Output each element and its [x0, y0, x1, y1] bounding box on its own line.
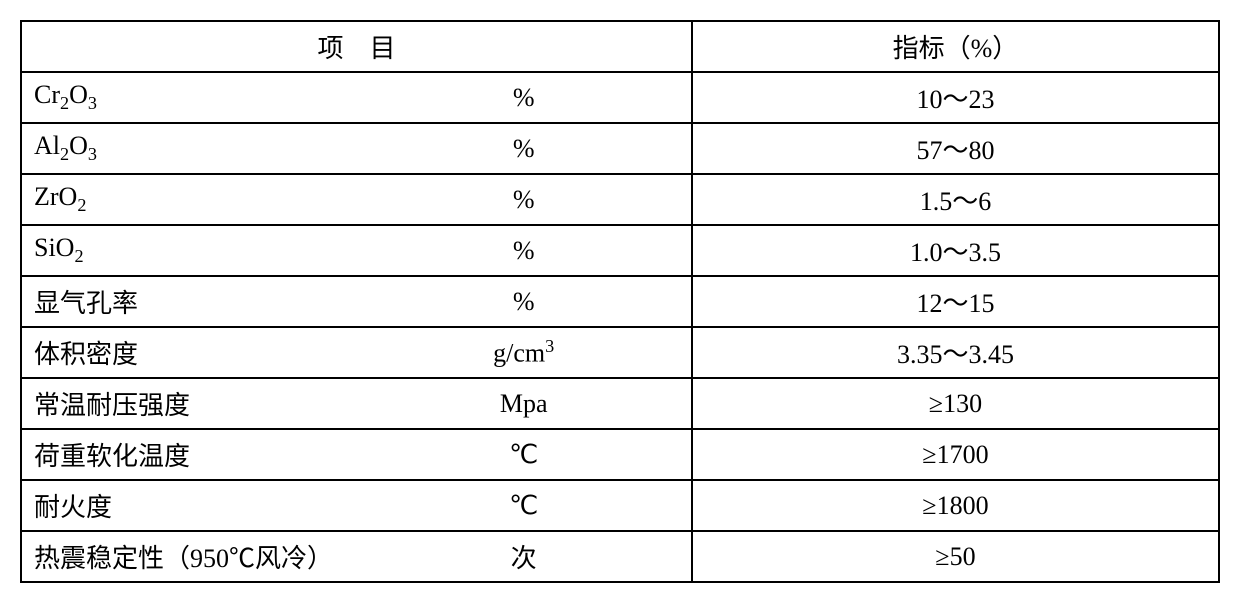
table-row: 常温耐压强度 Mpa ≥130: [21, 378, 1219, 429]
cell-item-unit: g/cm3: [356, 327, 691, 378]
cell-item-unit: 次: [356, 531, 691, 582]
cell-item-name: 显气孔率: [21, 276, 356, 327]
table-row: SiO2 % 1.0～3.5: [21, 225, 1219, 276]
cell-item-name: 体积密度: [21, 327, 356, 378]
cell-value: 10～23: [692, 72, 1219, 123]
cell-item-name: SiO2: [21, 225, 356, 276]
cell-item-name: Cr2O3: [21, 72, 356, 123]
cell-value: 57～80: [692, 123, 1219, 174]
cell-value: ≥50: [692, 531, 1219, 582]
cell-item-name: ZrO2: [21, 174, 356, 225]
cell-value: ≥1800: [692, 480, 1219, 531]
cell-item-name: Al2O3: [21, 123, 356, 174]
cell-value: ≥1700: [692, 429, 1219, 480]
table-header-row: 项 目 指标（%）: [21, 21, 1219, 72]
header-item-column: 项 目: [21, 21, 692, 72]
cell-item-name: 常温耐压强度: [21, 378, 356, 429]
table-row: ZrO2 % 1.5～6: [21, 174, 1219, 225]
cell-item-unit: %: [356, 174, 691, 225]
material-spec-table: 项 目 指标（%） Cr2O3 % 10～23 Al2O3 % 57～80 Zr…: [20, 20, 1220, 583]
cell-value: 1.5～6: [692, 174, 1219, 225]
header-item-label: 项 目: [317, 34, 395, 63]
table-row: 体积密度 g/cm3 3.35～3.45: [21, 327, 1219, 378]
cell-item-name: 荷重软化温度: [21, 429, 356, 480]
table-row: 显气孔率 % 12～15: [21, 276, 1219, 327]
header-value-column: 指标（%）: [692, 21, 1219, 72]
table-row: 荷重软化温度 ℃ ≥1700: [21, 429, 1219, 480]
cell-item-unit: ℃: [356, 429, 691, 480]
cell-value: 1.0～3.5: [692, 225, 1219, 276]
material-spec-table-container: 项 目 指标（%） Cr2O3 % 10～23 Al2O3 % 57～80 Zr…: [20, 20, 1220, 583]
table-row: Al2O3 % 57～80: [21, 123, 1219, 174]
cell-value: 12～15: [692, 276, 1219, 327]
cell-value: ≥130: [692, 378, 1219, 429]
cell-item-unit: %: [356, 276, 691, 327]
cell-item-unit: %: [356, 123, 691, 174]
header-value-label: 指标（%）: [893, 34, 1019, 63]
cell-item-name: 耐火度: [21, 480, 356, 531]
cell-item-name: 热震稳定性（950℃风冷）: [21, 531, 356, 582]
cell-item-unit: %: [356, 72, 691, 123]
cell-value: 3.35～3.45: [692, 327, 1219, 378]
table-row: 热震稳定性（950℃风冷） 次 ≥50: [21, 531, 1219, 582]
table-row: 耐火度 ℃ ≥1800: [21, 480, 1219, 531]
cell-item-unit: ℃: [356, 480, 691, 531]
cell-item-unit: %: [356, 225, 691, 276]
cell-item-unit: Mpa: [356, 378, 691, 429]
table-row: Cr2O3 % 10～23: [21, 72, 1219, 123]
